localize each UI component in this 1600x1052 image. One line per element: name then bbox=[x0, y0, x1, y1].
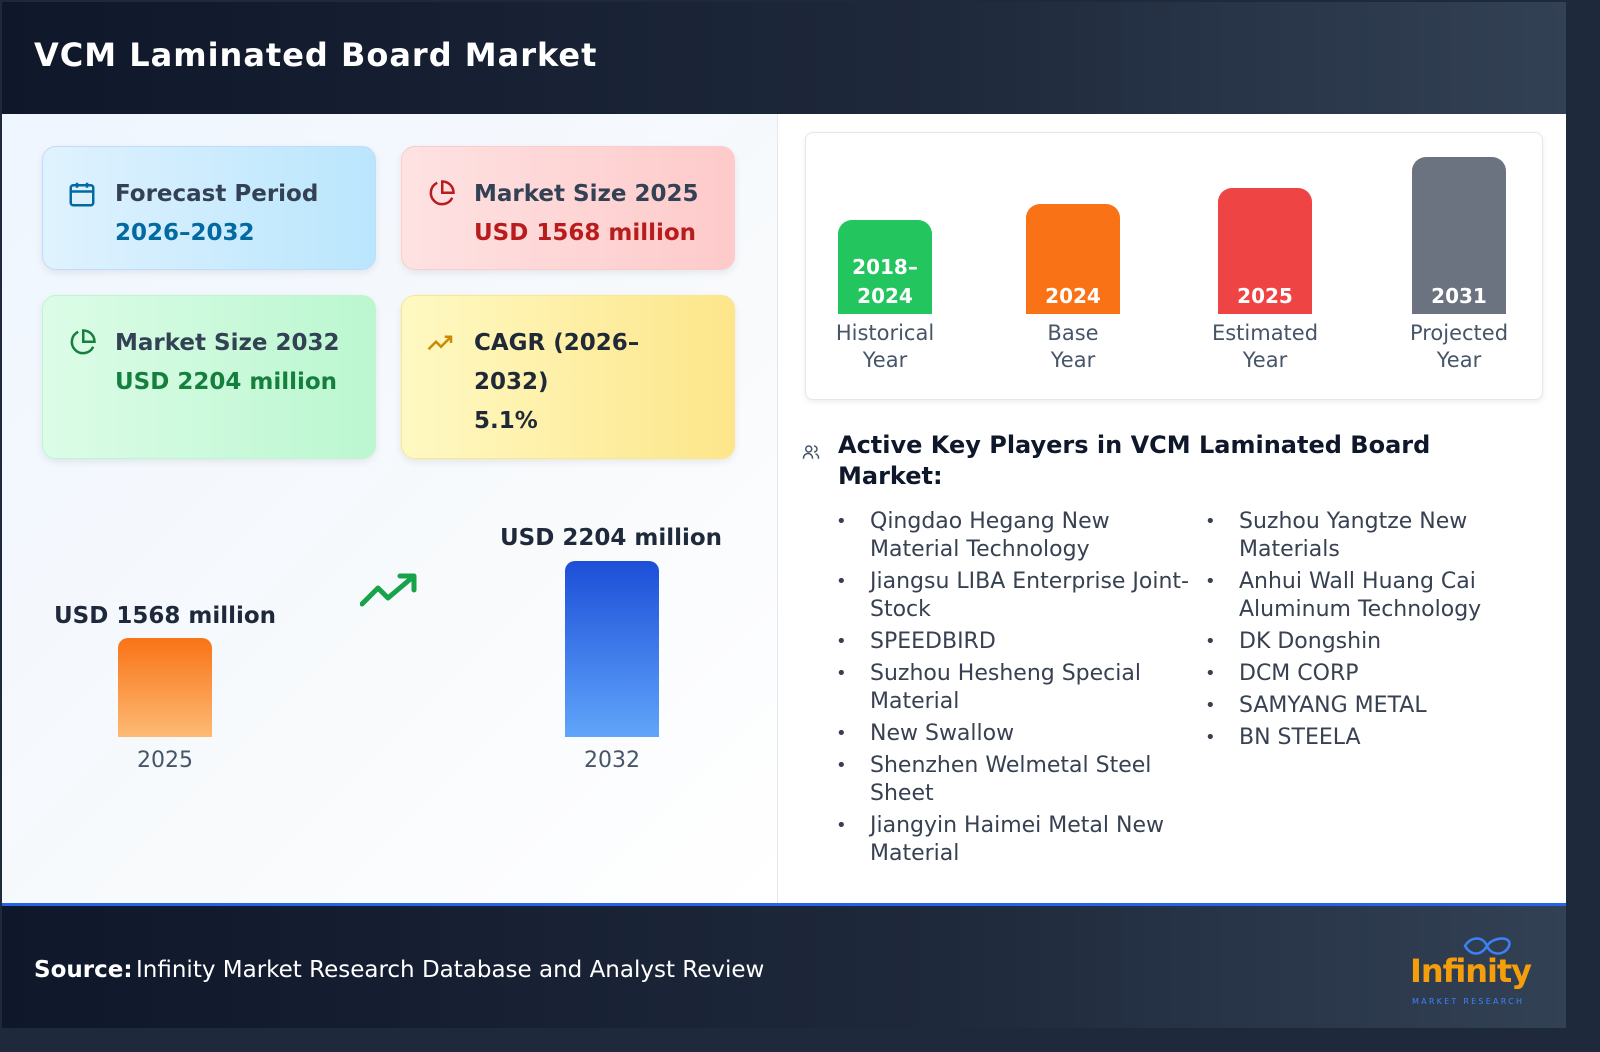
card-value: USD 1568 million bbox=[474, 220, 697, 246]
market-size-2032-card: Market Size 2032 USD 2204 million bbox=[42, 295, 376, 459]
users-icon bbox=[802, 445, 820, 459]
player-item: SPEEDBIRD bbox=[836, 628, 1196, 656]
data-label: USD 2204 million bbox=[500, 525, 723, 551]
card-value: 2026–2032 bbox=[115, 220, 255, 246]
player-item: Jiangsu LIBA Enterprise Joint-Stock bbox=[836, 568, 1196, 624]
source-text: Infinity Market Research Database and An… bbox=[136, 957, 765, 983]
logo-subtext: MARKET RESEARCH bbox=[1412, 997, 1522, 1006]
player-item: Suzhou Yangtze New Materials bbox=[1205, 508, 1555, 564]
page-title: VCM Laminated Board Market bbox=[34, 36, 598, 74]
header bbox=[2, 2, 1566, 114]
timeline-bar-base bbox=[1026, 204, 1120, 314]
card-label: Market Size 2032 bbox=[115, 330, 340, 356]
player-item: Anhui Wall Huang Cai Aluminum Technology bbox=[1205, 568, 1555, 624]
timeline-label: Projected Year bbox=[1409, 321, 1509, 372]
infinity-logo: Infinity MARKET RESEARCH bbox=[1410, 937, 1532, 1006]
calendar-icon bbox=[69, 182, 95, 207]
players-list-2: Suzhou Yangtze New MaterialsAnhui Wall H… bbox=[1205, 508, 1555, 756]
player-item: DK Dongshin bbox=[1205, 628, 1555, 656]
timeline-bar-historical bbox=[838, 220, 932, 314]
timeline-bar-projected bbox=[1412, 157, 1506, 314]
player-item: Suzhou Hesheng Special Material bbox=[836, 660, 1196, 716]
players-list-1: Qingdao Hegang New Material TechnologyJi… bbox=[836, 508, 1196, 872]
key-players-title: Active Key Players in VCM Laminated Boar… bbox=[838, 431, 1431, 490]
player-item: New Swallow bbox=[836, 720, 1196, 748]
bar-2025 bbox=[118, 638, 212, 737]
data-label: USD 1568 million bbox=[54, 603, 277, 629]
trending-up-icon bbox=[360, 573, 417, 607]
forecast-period-card: Forecast Period 2026–2032 bbox=[42, 146, 376, 270]
timeline-label: Estimated Year bbox=[1211, 321, 1319, 372]
pie-chart-icon bbox=[429, 180, 455, 206]
tick-label: 2032 bbox=[584, 748, 640, 773]
card-label: Market Size 2025 bbox=[474, 181, 699, 207]
timeline-year: 2031 bbox=[1431, 284, 1487, 308]
bar-2032 bbox=[565, 561, 659, 737]
footer: Source: Infinity Market Research Databas… bbox=[2, 903, 1566, 1028]
cagr-card: CAGR (2026–2032) 5.1% bbox=[401, 295, 735, 459]
divider bbox=[777, 114, 778, 903]
tick-label: 2025 bbox=[137, 748, 193, 773]
card-label: CAGR (2026–2032) bbox=[474, 330, 640, 395]
player-item: Jiangyin Haimei Metal New Material bbox=[836, 812, 1196, 868]
card-value: USD 2204 million bbox=[115, 369, 338, 395]
pie-chart-icon bbox=[70, 329, 96, 355]
logo-text: Infinity bbox=[1410, 952, 1532, 990]
market-size-2025-card: Market Size 2025 USD 1568 million bbox=[401, 146, 735, 270]
timeline-year: 2024 bbox=[1045, 284, 1101, 308]
trending-up-icon bbox=[427, 335, 453, 351]
source-label: Source: bbox=[34, 957, 133, 983]
player-item: Shenzhen Welmetal Steel Sheet bbox=[836, 752, 1196, 808]
timeline-bar-estimated bbox=[1218, 188, 1312, 314]
timeline-year: 2018–2024 bbox=[852, 255, 918, 308]
card-label: Forecast Period bbox=[115, 181, 319, 207]
player-item: Qingdao Hegang New Material Technology bbox=[836, 508, 1196, 564]
player-item: SAMYANG METAL bbox=[1205, 692, 1555, 720]
infographic: VCM Laminated Board Market Forecast Peri… bbox=[2, 2, 1566, 1028]
timeline-year: 2025 bbox=[1237, 284, 1293, 308]
player-item: DCM CORP bbox=[1205, 660, 1555, 688]
player-item: BN STEELA bbox=[1205, 724, 1555, 752]
timeline-label: Historical Year bbox=[835, 321, 935, 372]
timeline-label: Base Year bbox=[1047, 321, 1099, 372]
card-value: 5.1% bbox=[474, 408, 538, 434]
